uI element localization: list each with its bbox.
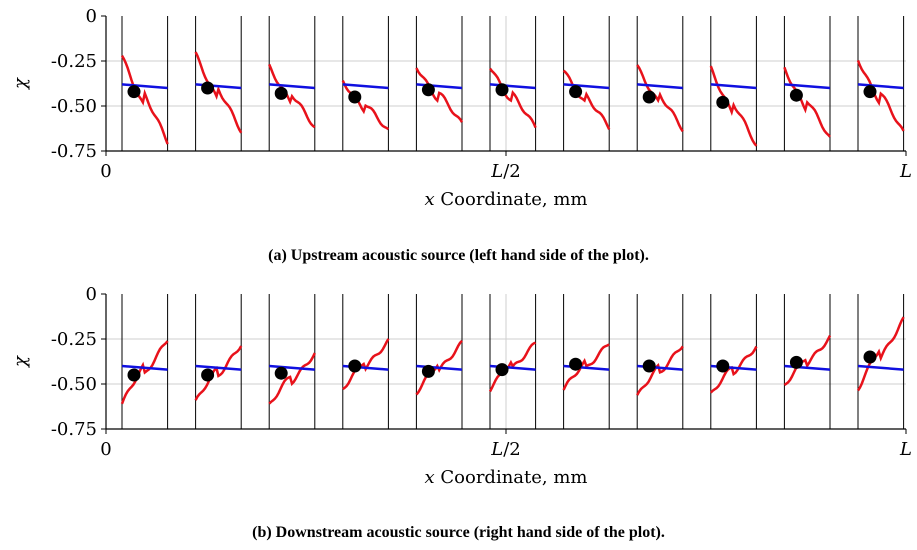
red-series-line: [268, 352, 316, 405]
y-tick-label: -0.25: [51, 51, 97, 72]
blue-series-line: [416, 83, 463, 90]
y-axis-label: χ: [10, 355, 31, 369]
red-series-line: [342, 338, 390, 391]
red-series-line: [636, 345, 684, 396]
x-tick-label: L/2: [490, 161, 520, 182]
data-point: [201, 368, 215, 382]
blue-series-line: [637, 83, 683, 90]
chart-b-svg: 0-0.25-0.50-0.750 L/2 Lx Coordinate, mmχ: [10, 284, 912, 488]
data-point: [127, 85, 141, 99]
y-tick-label: -0.75: [51, 141, 97, 162]
data-point: [642, 359, 656, 373]
y-axis-label: χ: [10, 77, 31, 91]
red-series-line: [856, 59, 905, 132]
data-point: [642, 90, 656, 104]
x-axis-label: x Coordinate, mm: [425, 189, 588, 210]
blue-series-line: [784, 83, 831, 90]
x-tick-label: 0: [100, 161, 111, 182]
red-series-line: [783, 66, 831, 138]
red-series-line: [783, 335, 832, 386]
data-point: [569, 357, 583, 371]
blue-series-line: [710, 83, 757, 90]
blue-series-line: [416, 364, 463, 371]
red-series-line: [856, 316, 905, 392]
y-tick-label: -0.50: [51, 374, 97, 395]
red-series-line: [488, 341, 537, 393]
caption-b: (b) Downstream acoustic source (right ha…: [252, 524, 665, 541]
data-point: [863, 350, 877, 364]
blue-series-line: [489, 83, 536, 90]
x-axis-label: x Coordinate, mm: [425, 467, 588, 488]
blue-series-line: [121, 83, 168, 90]
data-point: [716, 359, 730, 373]
blue-series-line: [121, 364, 168, 371]
blue-series-line: [342, 83, 389, 90]
red-series-line: [709, 345, 758, 394]
data-point: [569, 85, 583, 99]
data-point: [421, 83, 435, 97]
blue-series-line: [195, 364, 242, 371]
data-point: [495, 363, 509, 377]
red-series-line: [489, 67, 537, 129]
data-point: [274, 86, 288, 100]
blue-series-line: [269, 364, 315, 371]
x-tick-label: L: [899, 161, 912, 182]
y-tick-label: -0.50: [51, 96, 97, 117]
red-series-line: [194, 345, 243, 401]
red-series-line: [562, 69, 611, 130]
data-point: [127, 368, 141, 382]
blue-series-line: [857, 83, 904, 90]
red-series-line: [636, 64, 684, 133]
red-series-line: [415, 67, 464, 123]
data-point: [201, 81, 215, 95]
blue-series-line: [857, 364, 904, 371]
red-series-line: [194, 51, 243, 134]
y-tick-label: 0: [86, 6, 97, 27]
x-tick-label: 0: [100, 439, 111, 460]
y-tick-label: 0: [86, 284, 97, 305]
red-series-line: [120, 340, 169, 405]
red-series-line: [120, 54, 169, 145]
red-series-line: [268, 63, 316, 129]
data-point: [495, 83, 509, 97]
x-tick-label: L/2: [490, 439, 520, 460]
data-point: [348, 90, 362, 104]
data-point: [274, 366, 288, 380]
red-series-line: [709, 65, 758, 147]
data-point: [348, 359, 362, 373]
data-point: [789, 355, 803, 369]
data-point: [421, 364, 435, 378]
y-tick-label: -0.75: [51, 419, 97, 440]
red-series-line: [415, 339, 463, 396]
blue-series-line: [269, 83, 315, 90]
red-series-line: [562, 343, 610, 391]
chart-a-svg: 0-0.25-0.50-0.750 L/2 Lx Coordinate, mmχ: [10, 6, 912, 210]
data-point: [863, 85, 877, 99]
blue-series-line: [563, 83, 610, 90]
data-point: [789, 88, 803, 102]
data-point: [716, 95, 730, 109]
caption-a: (a) Upstream acoustic source (left hand …: [268, 247, 649, 264]
y-tick-label: -0.25: [51, 329, 97, 350]
x-tick-label: L: [899, 439, 912, 460]
